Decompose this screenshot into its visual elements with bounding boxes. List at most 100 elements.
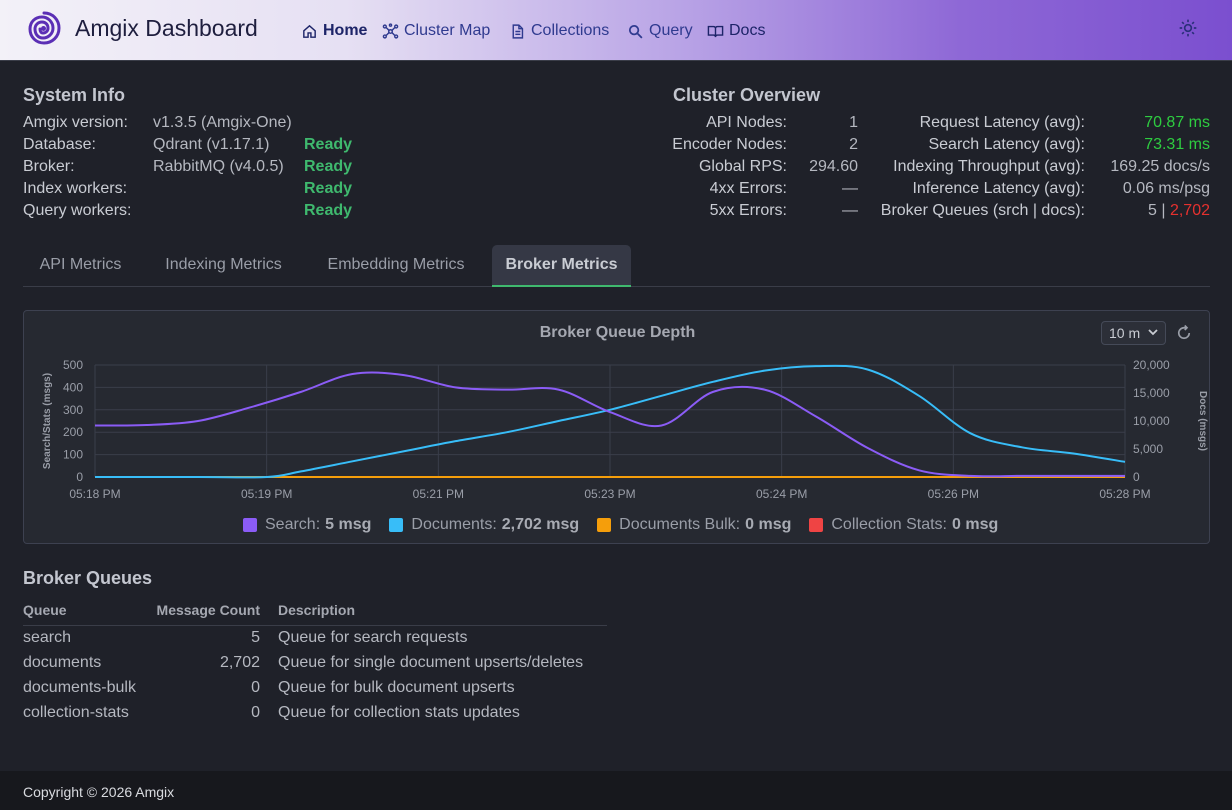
y-axis-label: Search/Stats (msgs) xyxy=(42,373,53,469)
x-tick-label: 05:19 PM xyxy=(241,487,292,501)
legend-value: 0 msg xyxy=(952,516,999,533)
table-row-queue: collection-stats xyxy=(23,704,129,721)
table-row-count: 0 xyxy=(251,704,260,721)
amgix-logo[interactable] xyxy=(26,10,62,46)
column-header-description: Description xyxy=(278,602,356,618)
legend-value: 5 msg xyxy=(325,516,372,533)
sysinfo-label: Query workers: xyxy=(23,202,132,219)
search-icon xyxy=(628,24,643,39)
nav-cluster-map[interactable]: Cluster Map xyxy=(382,20,490,42)
time-range-select[interactable]: 10 m xyxy=(1101,321,1166,345)
y2-tick-label: 15,000 xyxy=(1133,386,1170,400)
overview-label: Broker Queues (srch | docs): xyxy=(880,202,1085,219)
overview-label: 4xx Errors: xyxy=(709,180,787,197)
legend-label[interactable]: Documents xyxy=(411,516,493,533)
legend-label[interactable]: Collection Stats xyxy=(831,516,943,533)
overview-value: 294.60 xyxy=(809,158,858,175)
x-tick-label: 05:26 PM xyxy=(928,487,979,501)
overview-value: 2 xyxy=(849,136,858,153)
overview-value: — xyxy=(842,180,858,197)
overview-label: 5xx Errors: xyxy=(709,202,787,219)
y-tick-label: 500 xyxy=(63,358,83,372)
overview-value: 169.25 docs/s xyxy=(1110,158,1210,175)
nav-query[interactable]: Query xyxy=(627,20,693,42)
series-line-search xyxy=(94,371,1125,478)
footer: Copyright © 2026 Amgix xyxy=(0,771,1232,810)
nav-home-label: Home xyxy=(323,22,368,39)
system-info-title: System Info xyxy=(23,85,126,105)
y2-tick-label: 10,000 xyxy=(1133,414,1170,428)
legend-value: 2,702 msg xyxy=(501,516,580,533)
overview-value: 0.06 ms/psg xyxy=(1122,180,1210,197)
cluster-overview-title: Cluster Overview xyxy=(673,85,821,105)
nav-query-label: Query xyxy=(649,22,693,39)
y-tick-label: 100 xyxy=(63,448,83,462)
cluster-icon xyxy=(382,22,399,39)
status-ready: Ready xyxy=(304,180,353,197)
table-divider xyxy=(23,625,607,626)
tab-embedding-metrics[interactable]: Embedding Metrics xyxy=(327,256,465,273)
table-row-queue: documents-bulk xyxy=(23,679,136,696)
nav-docs-label: Docs xyxy=(729,22,766,39)
table-row-queue: search xyxy=(23,629,72,646)
x-tick-label: 05:24 PM xyxy=(756,487,807,501)
brand-title[interactable]: Amgix Dashboard xyxy=(75,15,258,41)
home-icon xyxy=(303,24,316,38)
y-tick-label: 0 xyxy=(76,470,83,484)
nav-cluster-map-label: Cluster Map xyxy=(404,22,491,39)
status-ready: Ready xyxy=(304,136,353,153)
legend-swatch-documents xyxy=(389,518,404,532)
y-tick-label: 400 xyxy=(63,380,83,394)
tab-indexing-metrics[interactable]: Indexing Metrics xyxy=(165,256,282,273)
refresh-icon[interactable] xyxy=(1175,324,1193,342)
sysinfo-value: v1.3.5 (Amgix-One) xyxy=(153,114,292,131)
y2-tick-label: 0 xyxy=(1133,470,1140,484)
y2-tick-label: 5,000 xyxy=(1133,442,1163,456)
table-row-description: Queue for single document upserts/delete… xyxy=(278,654,584,671)
y-tick-label: 300 xyxy=(63,403,83,417)
table-row-count: 2,702 xyxy=(219,654,260,671)
chevron-down-icon xyxy=(1148,329,1158,336)
sysinfo-label: Index workers: xyxy=(23,180,128,197)
document-icon xyxy=(512,23,524,39)
legend-label[interactable]: Documents Bulk xyxy=(619,516,736,533)
series-line-documents xyxy=(95,364,1126,479)
nav-collections[interactable]: Collections xyxy=(509,20,609,42)
nav-docs[interactable]: Docs xyxy=(707,20,765,42)
nav-collections-label: Collections xyxy=(531,22,610,39)
tab-broker-metrics[interactable]: Broker Metrics xyxy=(492,245,631,287)
broker-queue-chart-card: 500 400 300 200 100 0 20,000 15,000 10,000 5,000 0… xyxy=(23,310,1210,544)
book-icon xyxy=(707,25,724,37)
tab-api-metrics[interactable]: API Metrics xyxy=(39,256,122,273)
broker-queue-docs-count: 2,702 xyxy=(1169,202,1210,219)
legend-label[interactable]: Search xyxy=(265,516,316,533)
x-tick-label: 05:21 PM xyxy=(413,487,464,501)
status-ready: Ready xyxy=(304,158,353,175)
sysinfo-label: Database: xyxy=(23,136,96,153)
search-latency-value: 73.31 ms xyxy=(1144,136,1210,153)
x-tick-label: 05:23 PM xyxy=(584,487,635,501)
legend-value: 0 msg xyxy=(745,516,792,533)
legend: Search:5 msg Documents:2,702 msg Documen… xyxy=(243,516,998,534)
sysinfo-value: RabbitMQ (v4.0.5) xyxy=(153,158,284,175)
overview-label: Request Latency (avg): xyxy=(919,114,1085,131)
broker-queue-chart: 500 400 300 200 100 0 20,000 15,000 10,000 5,000 0… xyxy=(42,358,1208,501)
overview-value: 1 xyxy=(849,114,858,131)
request-latency-value: 70.87 ms xyxy=(1144,114,1210,131)
sysinfo-value: Qdrant (v1.17.1) xyxy=(153,136,270,153)
y2-axis-label: Docs (msgs) xyxy=(1197,391,1208,451)
overview-value: — xyxy=(842,202,858,219)
legend-swatch-collection-stats xyxy=(809,518,824,532)
y-tick-label: 200 xyxy=(63,425,83,439)
sun-icon[interactable] xyxy=(1178,18,1198,38)
overview-label: API Nodes: xyxy=(706,114,787,131)
table-row-description: Queue for collection stats updates xyxy=(278,704,520,721)
y2-tick-label: 20,000 xyxy=(1133,358,1170,372)
broker-queues-title: Broker Queues xyxy=(23,568,153,588)
x-tick-label: 05:18 PM xyxy=(69,487,120,501)
nav-home[interactable]: Home xyxy=(301,20,367,42)
column-header-message-count: Message Count xyxy=(156,602,260,618)
overview-label: Indexing Throughput (avg): xyxy=(893,158,1085,175)
table-row-queue: documents xyxy=(23,654,102,671)
legend-swatch-documents-bulk xyxy=(597,518,612,532)
